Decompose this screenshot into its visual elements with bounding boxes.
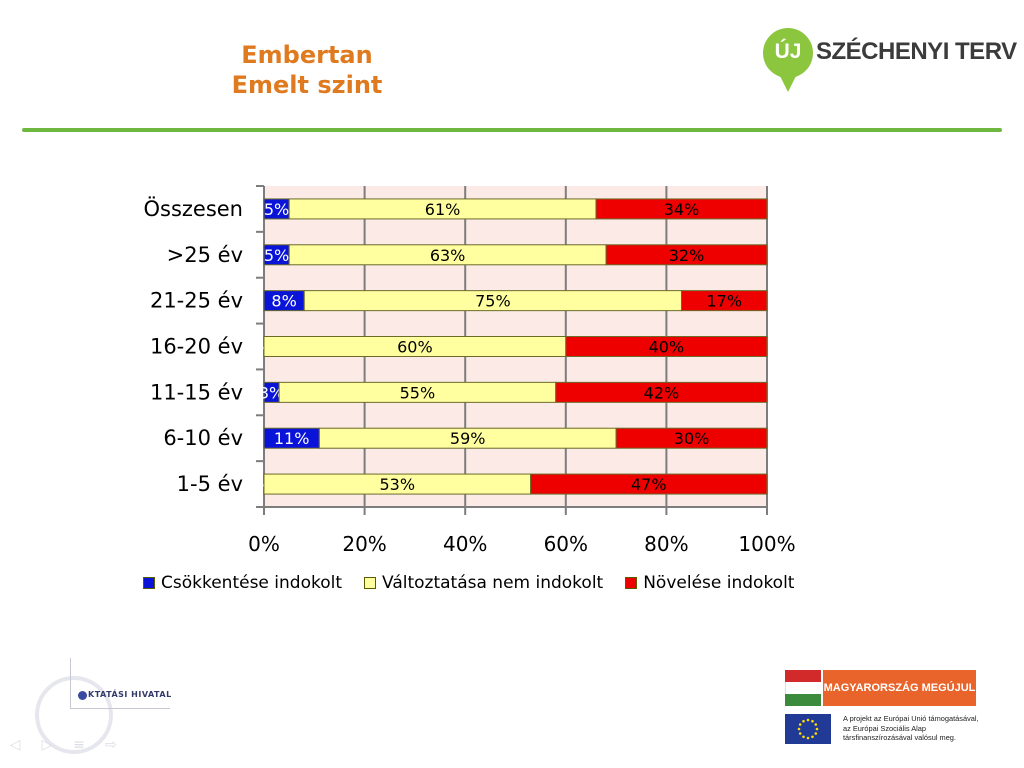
x-tick-label: 80% bbox=[644, 532, 688, 556]
logo-dot-icon bbox=[78, 691, 87, 700]
eu-star-icon bbox=[802, 719, 805, 723]
data-label: 3% bbox=[259, 383, 284, 402]
bar-segment bbox=[680, 290, 768, 312]
eu-star-icon bbox=[797, 727, 801, 731]
pin-icon bbox=[763, 28, 813, 78]
legend-item-nochange: Változtatása nem indokolt bbox=[364, 573, 603, 593]
bar-segment bbox=[615, 427, 768, 449]
header-divider bbox=[22, 128, 1002, 132]
data-label: 53% bbox=[380, 475, 416, 494]
data-label: 55% bbox=[400, 383, 436, 402]
eu-star-icon bbox=[815, 727, 819, 731]
data-label: 5% bbox=[264, 200, 289, 219]
legend-swatch-blue bbox=[143, 577, 155, 589]
eu-star-icon bbox=[811, 719, 814, 723]
data-label: 61% bbox=[425, 200, 461, 219]
data-label: 32% bbox=[669, 246, 705, 265]
category-label: 6-10 év bbox=[163, 426, 243, 450]
eu-text-line-2: az Európai Szociális Alap bbox=[843, 723, 926, 733]
logo-vertical-line bbox=[70, 658, 71, 708]
szechenyi-terv-logo: ÚJ SZÉCHENYI TERV bbox=[760, 26, 1017, 98]
chart-legend: Csökkentése indokolt Változtatása nem in… bbox=[143, 573, 816, 593]
data-label: 17% bbox=[706, 292, 742, 311]
data-label: 30% bbox=[674, 429, 710, 448]
data-label: 5% bbox=[264, 246, 289, 265]
data-label: 11% bbox=[274, 429, 310, 448]
data-label: 34% bbox=[664, 200, 700, 219]
arrow-forward-icon[interactable]: ⇨ bbox=[105, 737, 117, 753]
legend-label-decrease: Csökkentése indokolt bbox=[161, 573, 343, 593]
data-label: 42% bbox=[644, 383, 680, 402]
eu-text-line-1: A projekt az Európai Unió támogatásával, bbox=[843, 714, 979, 723]
oktatasi-hivatal-text: KTATÁSI HIVATAL bbox=[88, 690, 172, 699]
oktatasi-hivatal-logo: KTATÁSI HIVATAL bbox=[30, 656, 180, 754]
slide-navigation[interactable]: ◁ ▷ ≡ ⇨ bbox=[6, 738, 134, 752]
data-label: 59% bbox=[450, 429, 486, 448]
slide-title: Embertan Emelt szint bbox=[207, 40, 407, 100]
bar-segment bbox=[530, 473, 768, 495]
eu-star-icon bbox=[814, 732, 818, 735]
x-tick-label: 60% bbox=[544, 532, 588, 556]
data-label: 8% bbox=[271, 292, 296, 311]
eu-star-icon bbox=[798, 732, 802, 735]
logo-ring-shape bbox=[35, 676, 113, 754]
menu-icon[interactable]: ≡ bbox=[73, 737, 85, 753]
eu-star-icon bbox=[811, 735, 814, 739]
data-label: 63% bbox=[430, 246, 466, 265]
data-label: 75% bbox=[475, 292, 511, 311]
title-line-2: Emelt szint bbox=[231, 71, 383, 99]
eu-star-icon bbox=[798, 723, 802, 726]
arrow-left-icon[interactable]: ◁ bbox=[9, 737, 21, 753]
data-label: 60% bbox=[397, 338, 433, 357]
magyarorszag-megujul-logo: MAGYARORSZÁG MEGÚJUL bbox=[785, 670, 978, 706]
legend-label-nochange: Változtatása nem indokolt bbox=[382, 573, 604, 593]
legend-item-increase: Növelése indokolt bbox=[625, 573, 794, 593]
logo-brand-text: SZÉCHENYI TERV bbox=[816, 38, 1017, 65]
data-label: 40% bbox=[649, 338, 685, 357]
bar-segment bbox=[595, 198, 768, 220]
legend-swatch-red bbox=[625, 577, 638, 589]
x-tick-label: 40% bbox=[443, 532, 487, 556]
bar-segment bbox=[605, 244, 768, 266]
magyarorszag-megujul-text: MAGYARORSZÁG MEGÚJUL bbox=[823, 670, 976, 706]
bar-segment bbox=[565, 336, 768, 357]
x-tick-label: 20% bbox=[342, 532, 386, 556]
category-label: 21-25 év bbox=[150, 289, 243, 313]
x-tick-label: 100% bbox=[738, 532, 795, 556]
category-label: Összesen bbox=[143, 196, 243, 221]
arrow-right-icon[interactable]: ▷ bbox=[41, 737, 53, 753]
legend-item-decrease: Csökkentése indokolt bbox=[143, 573, 342, 593]
hungary-flag-icon bbox=[785, 670, 821, 706]
x-tick-label: 0% bbox=[248, 532, 280, 556]
eu-star-icon bbox=[802, 735, 805, 739]
category-label: 11-15 év bbox=[150, 380, 243, 404]
eu-text-line-3: társfinanszírozásával valósul meg. bbox=[843, 733, 956, 742]
logo-horizontal-line bbox=[70, 708, 170, 709]
data-label: 47% bbox=[631, 475, 667, 494]
eu-star-icon bbox=[806, 736, 810, 740]
eu-star-icon bbox=[814, 723, 818, 726]
eu-funding-text: A projekt az Európai Unió támogatásával,… bbox=[843, 714, 979, 743]
title-line-1: Embertan bbox=[241, 41, 373, 69]
legend-label-increase: Növelése indokolt bbox=[643, 573, 795, 593]
eu-star-icon bbox=[806, 718, 810, 722]
category-label: 16-20 év bbox=[150, 335, 243, 359]
eu-funding-logo: A projekt az Európai Unió támogatásával,… bbox=[785, 712, 985, 746]
bar-segment bbox=[555, 381, 768, 403]
category-label: 1-5 év bbox=[177, 472, 243, 496]
legend-swatch-yellow bbox=[364, 577, 377, 589]
category-label: >25 év bbox=[167, 243, 243, 267]
logo-badge-text: ÚJ bbox=[774, 40, 802, 63]
eu-flag-icon bbox=[785, 714, 831, 744]
